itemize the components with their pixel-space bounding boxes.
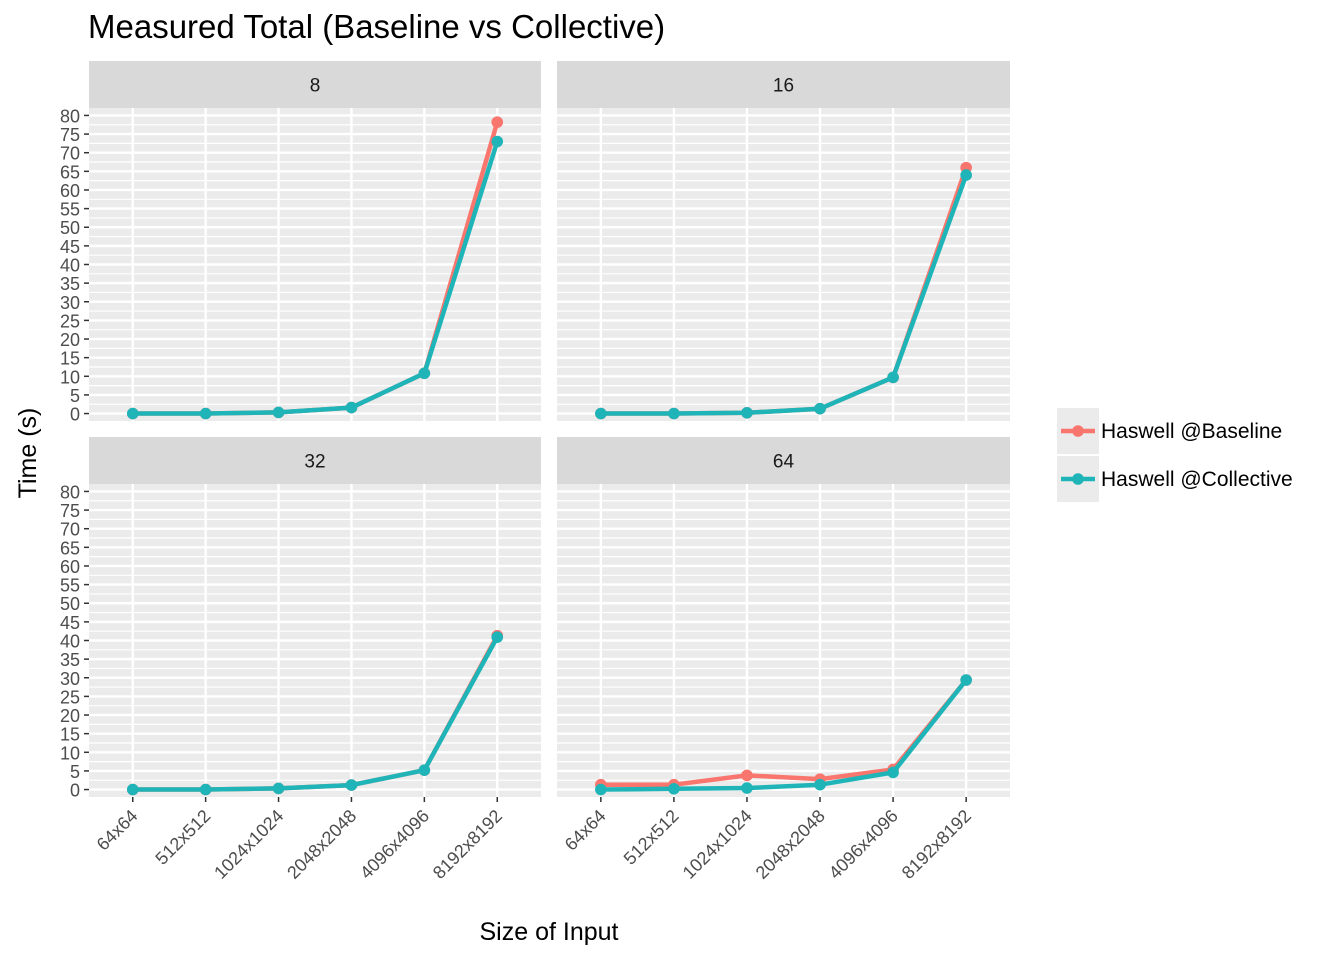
y-tick-label: 15 bbox=[60, 725, 80, 745]
x-axis-title: Size of Input bbox=[480, 918, 619, 946]
data-point-collective bbox=[741, 782, 753, 794]
data-point-collective bbox=[741, 407, 753, 419]
y-tick-label: 65 bbox=[60, 538, 80, 558]
legend-key-point bbox=[1072, 473, 1084, 485]
data-point-baseline bbox=[491, 116, 504, 128]
x-tick-label: 4096x4096 bbox=[356, 806, 433, 883]
y-tick-label: 55 bbox=[60, 576, 80, 596]
y-tick-label: 25 bbox=[60, 687, 80, 707]
y-tick-label: 45 bbox=[60, 613, 80, 633]
y-tick-label: 80 bbox=[60, 482, 80, 502]
facet-strip bbox=[89, 437, 541, 484]
data-point-collective bbox=[595, 783, 607, 796]
y-tick-label: 0 bbox=[70, 781, 80, 801]
legend-key-point bbox=[1072, 425, 1084, 437]
facet-strip-label: 8 bbox=[310, 76, 321, 97]
y-tick-label: 75 bbox=[60, 125, 80, 145]
x-tick-label: 8192x8192 bbox=[898, 806, 975, 883]
y-tick-label: 45 bbox=[60, 237, 80, 257]
data-point-collective bbox=[126, 783, 139, 796]
y-tick-label: 10 bbox=[60, 367, 80, 387]
data-point-collective bbox=[960, 674, 972, 686]
data-point-collective bbox=[418, 367, 431, 380]
y-tick-label: 25 bbox=[60, 311, 80, 331]
data-point-collective bbox=[491, 135, 504, 148]
series-line-collective bbox=[600, 678, 968, 792]
legend-label: Haswell @Collective bbox=[1101, 468, 1293, 491]
x-tick-label: 512x512 bbox=[151, 806, 214, 869]
facet-strip bbox=[557, 61, 1010, 108]
x-tick-label: 512x512 bbox=[620, 806, 683, 869]
data-point-baseline bbox=[741, 769, 753, 782]
data-point-collective bbox=[595, 407, 607, 420]
y-tick-label: 20 bbox=[60, 330, 80, 350]
series-line-collective bbox=[600, 174, 969, 416]
y-tick-label: 35 bbox=[60, 274, 80, 294]
data-point-collective bbox=[199, 407, 212, 420]
y-tick-label: 50 bbox=[60, 594, 80, 614]
y-tick-label: 60 bbox=[60, 181, 80, 201]
x-tick-label: 64x64 bbox=[561, 806, 610, 855]
series-line-collective bbox=[132, 636, 500, 792]
facet-strip bbox=[557, 437, 1010, 484]
data-point-collective bbox=[272, 782, 285, 795]
facet-strip-label: 64 bbox=[773, 452, 795, 473]
y-tick-label: 70 bbox=[60, 144, 80, 164]
data-point-collective bbox=[345, 779, 358, 791]
y-tick-label: 50 bbox=[60, 218, 80, 238]
data-point-collective bbox=[272, 406, 285, 419]
facet-panel-16: 16 bbox=[557, 61, 1010, 421]
x-tick-label: 1024x1024 bbox=[210, 806, 287, 883]
y-tick-label: 40 bbox=[60, 632, 80, 652]
x-tick-label: 4096x4096 bbox=[825, 806, 902, 883]
y-tick-label: 40 bbox=[60, 256, 80, 276]
x-tick-label: 2048x2048 bbox=[752, 806, 829, 883]
y-tick-label: 75 bbox=[60, 501, 80, 521]
y-tick-label: 20 bbox=[60, 706, 80, 726]
y-tick-label: 0 bbox=[70, 405, 80, 425]
chart-title: Measured Total (Baseline vs Collective) bbox=[88, 8, 666, 45]
y-tick-label: 80 bbox=[60, 106, 80, 126]
x-tick-label: 64x64 bbox=[93, 806, 142, 855]
x-tick-label: 2048x2048 bbox=[283, 806, 360, 883]
y-axis-title: Time (s) bbox=[14, 408, 42, 499]
facet-strip bbox=[89, 61, 541, 108]
facet-panel-64: 64 64x64 512x5121024x10242048x20484096x409… bbox=[557, 437, 1010, 883]
data-point-collective bbox=[814, 778, 826, 791]
data-point-collective bbox=[345, 401, 358, 414]
x-tick-label: 1024x1024 bbox=[679, 806, 756, 883]
y-tick-label: 60 bbox=[60, 557, 80, 577]
facet-strip-label: 16 bbox=[773, 76, 794, 97]
data-point-collective bbox=[814, 402, 826, 415]
data-point-collective bbox=[960, 169, 972, 181]
y-tick-label: 5 bbox=[70, 386, 80, 406]
legend-label: Haswell @Baseline bbox=[1101, 420, 1282, 443]
facet-strip-label: 32 bbox=[304, 452, 325, 473]
y-tick-label: 5 bbox=[70, 762, 80, 782]
y-tick-label: 70 bbox=[60, 520, 80, 540]
data-point-collective bbox=[668, 407, 680, 420]
y-tick-label: 30 bbox=[60, 293, 80, 313]
y-tick-label: 55 bbox=[60, 200, 80, 220]
series-line-collective bbox=[132, 140, 500, 416]
y-tick-label: 10 bbox=[60, 743, 80, 763]
data-point-collective bbox=[668, 783, 680, 795]
y-tick-label: 15 bbox=[60, 349, 80, 369]
data-point-collective bbox=[491, 631, 504, 643]
data-point-collective bbox=[126, 407, 139, 420]
y-tick-label: 30 bbox=[60, 669, 80, 689]
data-point-collective bbox=[199, 783, 212, 796]
data-point-collective bbox=[887, 371, 899, 384]
y-tick-label: 35 bbox=[60, 650, 80, 670]
data-point-collective bbox=[418, 764, 431, 776]
legend: Haswell @Baseline Haswell @Collective bbox=[1057, 408, 1293, 502]
data-point-collective bbox=[887, 766, 899, 779]
y-tick-label: 65 bbox=[60, 162, 80, 182]
x-tick-label: 8192x8192 bbox=[429, 806, 506, 883]
